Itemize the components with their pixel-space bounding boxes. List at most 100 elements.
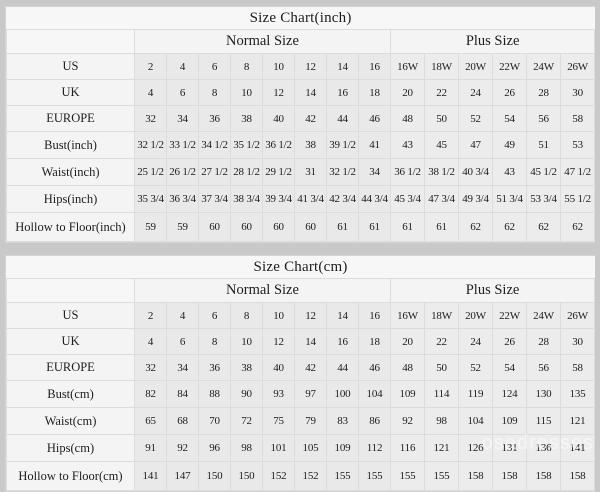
table-cell: 30 xyxy=(559,328,596,355)
table-cell: 155 xyxy=(326,461,359,491)
table-cell: 62 xyxy=(559,212,596,242)
table-cell: 40 3/4 xyxy=(458,158,493,186)
table-cell: 28 1/2 xyxy=(230,158,263,186)
table-cell: 155 xyxy=(358,461,391,491)
table-cell: 104 xyxy=(358,380,391,408)
size-chart-cm-block: Size Chart(cm) Normal Size Plus Size US 2… xyxy=(5,255,596,492)
cm-row-label-6: Hollow to Floor(cm) xyxy=(6,461,135,491)
table-cell: 47 1/2 xyxy=(559,158,596,186)
table-cell: 39 3/4 xyxy=(262,185,295,213)
table-cell: 26W xyxy=(559,53,596,80)
table-cell: 8 xyxy=(198,328,231,355)
table-cell: 8 xyxy=(230,302,263,329)
table-cell: 4 xyxy=(166,302,199,329)
table-row: US 2 4 6 8 10 12 14 16 16W 18W 20W 22W 24W 26W xyxy=(6,302,596,329)
table-cell: 53 xyxy=(559,131,596,159)
table-cell: 14 xyxy=(294,328,327,355)
table-cell: 26 xyxy=(492,328,527,355)
table-cell: 47 3/4 xyxy=(424,185,459,213)
table-cell: 12 xyxy=(294,302,327,329)
table-cell: 33 1/2 xyxy=(166,131,199,159)
table-cell: 152 xyxy=(262,461,295,491)
table-cell: 34 xyxy=(166,105,199,132)
table-cell: 18 xyxy=(358,328,391,355)
table-cell: 36 xyxy=(198,354,231,381)
table-cell: 150 xyxy=(198,461,231,491)
table-cell: 14 xyxy=(294,79,327,106)
table-cell: 16 xyxy=(358,302,391,329)
table-cell: 61 xyxy=(326,212,359,242)
table-cell: 121 xyxy=(424,434,459,462)
cm-row-label-3: Bust(cm) xyxy=(6,380,135,408)
table-cell: 40 xyxy=(262,105,295,132)
table-cell: 34 xyxy=(166,354,199,381)
table-cell: 40 xyxy=(262,354,295,381)
table-cell: 60 xyxy=(198,212,231,242)
table-cell: 34 1/2 xyxy=(198,131,231,159)
table-cell: 2 xyxy=(134,53,167,80)
table-cell: 39 1/2 xyxy=(326,131,359,159)
table-cell: 112 xyxy=(358,434,391,462)
table-cell: 150 xyxy=(230,461,263,491)
table-cell: 28 xyxy=(526,328,561,355)
table-cell: 51 xyxy=(526,131,561,159)
table-cell: 58 xyxy=(559,354,596,381)
table-cell: 27 1/2 xyxy=(198,158,231,186)
table-cell: 16 xyxy=(326,79,359,106)
table-cell: 50 xyxy=(424,105,459,132)
size-chart-inch-block: Size Chart(inch) Normal Size Plus Size U… xyxy=(5,6,596,243)
table-row: Waist(inch) 25 1/2 26 1/2 27 1/2 28 1/2 29 1/… xyxy=(6,158,596,186)
table-cell: 22 xyxy=(424,79,459,106)
table-cell: 152 xyxy=(294,461,327,491)
cm-table-body: Size Chart(cm) Normal Size Plus Size US 2… xyxy=(6,256,596,491)
table-cell: 38 3/4 xyxy=(230,185,263,213)
table-cell: 16W xyxy=(390,53,425,80)
table-row: EUROPE 32 34 36 38 40 42 44 46 48 50 52 54 56 58 xyxy=(6,354,596,381)
table-cell: 24W xyxy=(526,53,561,80)
table-cell: 46 xyxy=(358,105,391,132)
table-row: Hollow to Floor(cm) 141 147 150 150 152 152 155… xyxy=(6,461,596,491)
table-cell: 45 1/2 xyxy=(526,158,561,186)
table-cell: 92 xyxy=(390,407,425,435)
table-cell: 115 xyxy=(526,407,561,435)
table-cell: 4 xyxy=(134,328,167,355)
table-cell: 22W xyxy=(492,53,527,80)
table-cell: 16 xyxy=(358,53,391,80)
table-cell: 37 3/4 xyxy=(198,185,231,213)
table-cell: 43 xyxy=(390,131,425,159)
table-cell: 32 xyxy=(134,354,167,381)
table-cell: 18 xyxy=(358,79,391,106)
cm-group-row: Normal Size Plus Size xyxy=(6,278,596,303)
inch-chart-title: Size Chart(inch) xyxy=(6,7,595,30)
table-cell: 124 xyxy=(492,380,527,408)
table-cell: 36 3/4 xyxy=(166,185,199,213)
size-chart-page: Size Chart(inch) Normal Size Plus Size U… xyxy=(5,6,596,492)
table-cell: 141 xyxy=(559,434,596,462)
table-cell: 38 xyxy=(294,131,327,159)
inch-table-body: Size Chart(inch) Normal Size Plus Size U… xyxy=(6,7,596,242)
table-cell: 54 xyxy=(492,354,527,381)
table-cell: 109 xyxy=(390,380,425,408)
table-cell: 52 xyxy=(458,105,493,132)
table-cell: 136 xyxy=(526,434,561,462)
table-cell: 8 xyxy=(230,53,263,80)
table-cell: 45 3/4 xyxy=(390,185,425,213)
table-cell: 30 xyxy=(559,79,596,106)
table-cell: 41 xyxy=(358,131,391,159)
table-cell: 98 xyxy=(230,434,263,462)
table-cell: 44 xyxy=(326,105,359,132)
table-cell: 45 xyxy=(424,131,459,159)
table-cell: 12 xyxy=(262,328,295,355)
table-cell: 79 xyxy=(294,407,327,435)
table-cell: 6 xyxy=(198,302,231,329)
table-cell: 6 xyxy=(166,79,199,106)
cm-row-label-4: Waist(cm) xyxy=(6,407,135,435)
inch-row-label-0: US xyxy=(6,53,135,80)
table-cell: 42 xyxy=(294,105,327,132)
table-cell: 83 xyxy=(326,407,359,435)
table-cell: 61 xyxy=(358,212,391,242)
table-cell: 104 xyxy=(458,407,493,435)
table-cell: 92 xyxy=(166,434,199,462)
table-cell: 96 xyxy=(198,434,231,462)
table-cell: 114 xyxy=(424,380,459,408)
